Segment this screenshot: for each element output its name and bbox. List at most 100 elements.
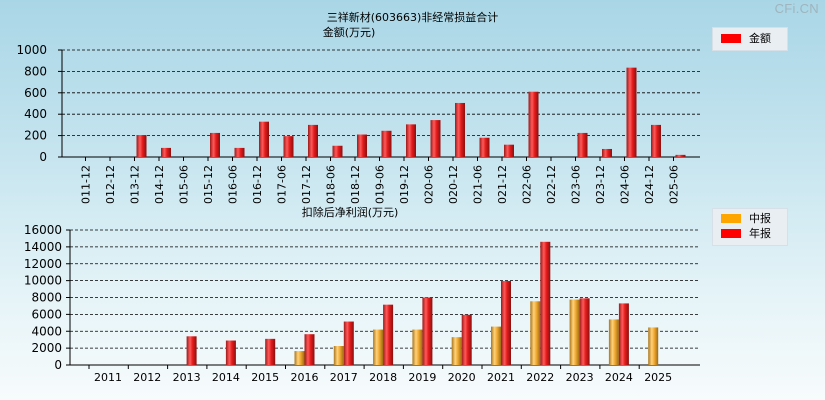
legend-swatch-interim (721, 214, 741, 223)
chart2-bar-interim (608, 319, 619, 365)
chart2-bar-annual (501, 281, 511, 365)
chart2-ytick-label: 14000 (24, 240, 62, 254)
chart2-xtick-label: 2020 (448, 371, 476, 384)
chart2-bar-interim (294, 351, 305, 365)
chart2-xtick-label: 2021 (487, 371, 515, 384)
chart1-xtick-label: 2021-12 (496, 165, 509, 205)
chart2-bar-annual (422, 297, 433, 365)
chart1-xtick-label: 2015-06 (178, 165, 191, 205)
chart1-bar (210, 132, 220, 157)
chart1-bar (161, 147, 171, 157)
chart1-bar (651, 124, 661, 157)
chart2-xtick-label: 2018 (369, 371, 397, 384)
chart1-ytick-label: 800 (24, 64, 47, 78)
chart2-bar-interim (412, 329, 423, 365)
chart2-bar-annual (461, 314, 472, 365)
chart1-bar (332, 145, 343, 157)
chart1-bar (675, 154, 686, 157)
chart2-bar-interim (491, 326, 501, 365)
chart1-xtick-label: 2019-12 (398, 165, 411, 205)
chart1-xtick-label: 2020-06 (423, 165, 436, 205)
chart2-xtick-label: 2022 (526, 371, 554, 384)
chart1-bar (577, 132, 588, 157)
chart1-legend: 金额 (712, 27, 788, 51)
chart2-ytick-label: 10000 (24, 274, 62, 288)
chart2-ytick-label: 12000 (24, 257, 62, 271)
chart1-ylabel: 金额(万元) (323, 25, 376, 39)
chart2-bar-annual (304, 334, 315, 365)
chart2-bar-annual (383, 304, 394, 365)
chart1-xtick-label: 2023-12 (594, 165, 607, 205)
chart1-xtick-label: 2013-12 (129, 165, 142, 205)
chart1-xtick-label: 2022-12 (545, 165, 558, 205)
chart2-xtick-label: 2011 (94, 371, 122, 384)
chart1-xtick-label: 2017-06 (276, 165, 289, 205)
legend-label-annual: 年报 (749, 227, 771, 240)
chart1-bar (381, 130, 392, 157)
chart1-bar (455, 102, 465, 157)
chart2-ytick-label: 2000 (31, 341, 62, 355)
chart2-bar-interim (333, 346, 344, 365)
chart1-xtick-label: 2014-12 (153, 165, 166, 205)
chart1-bar (136, 135, 147, 157)
chart2-xtick-label: 2024 (605, 371, 633, 384)
chart1-xtick-label: 2012-12 (104, 165, 117, 205)
chart2-bar-annual (265, 338, 276, 365)
chart2-xtick-label: 2013 (173, 371, 201, 384)
chart1-bar (528, 91, 539, 157)
chart2-bar-interim (569, 299, 580, 365)
chart1-xtick-label: 2011-12 (80, 165, 93, 205)
legend-label-interim: 中报 (749, 212, 771, 225)
chart1-xtick-label: 2016-06 (227, 165, 240, 205)
chart1-bar (406, 124, 416, 157)
chart2: 扣除后净利润(万元) 0 2000 4000 6000 8000 10000 12000 140… (24, 205, 700, 384)
chart2-xtick-label: 2023 (566, 371, 594, 384)
chart1-bar (479, 137, 490, 157)
chart1-xtick-label: 2024-12 (643, 165, 656, 205)
chart1-ytick-label: 600 (24, 86, 47, 100)
chart2-bar-interim (648, 327, 659, 365)
chart1-xtick-label: 2021-06 (472, 165, 485, 205)
chart1: 金额(万元) 0 200 400 600 800 1000 2011-12 2012-12 201… (16, 25, 700, 205)
chart2-ytick-label: 0 (54, 358, 62, 372)
chart1-bar (626, 67, 637, 157)
legend-label-amount: 金额 (749, 32, 771, 45)
chart1-bar (283, 136, 294, 157)
chart2-bar-annual (186, 336, 197, 365)
chart1-ytick-label: 400 (24, 107, 47, 121)
chart1-xtick-label: 2017-12 (300, 165, 313, 205)
chart2-legend: 中报 年报 (712, 208, 788, 246)
chart2-bar-annual (225, 340, 236, 365)
chart1-xtick-label: 2024-06 (619, 165, 632, 205)
chart1-bar (430, 120, 441, 157)
chart1-xtick-label: 2019-06 (374, 165, 387, 205)
chart1-xtick-label: 2016-12 (251, 165, 264, 205)
chart2-ytick-label: 4000 (31, 324, 62, 338)
chart2-bar-interim (530, 301, 541, 365)
chart1-title: 三祥新材(603663)非经常损益合计 (326, 11, 499, 24)
chart2-xtick-label: 2014 (212, 371, 240, 384)
chart1-xtick-label: 2025-06 (668, 165, 681, 205)
chart1-ytick-label: 0 (39, 150, 47, 164)
chart1-bar (234, 147, 245, 157)
chart1-ytick-label: 1000 (16, 43, 47, 57)
chart2-bar-annual (618, 303, 629, 365)
chart1-xtick-label: 2023-06 (570, 165, 583, 205)
chart2-bar-interim (373, 329, 384, 365)
chart1-bar (602, 148, 612, 157)
chart1-bar (504, 144, 514, 157)
chart1-xtick-label: 2018-06 (325, 165, 338, 205)
chart1-xtick-label: 2018-12 (349, 165, 362, 205)
chart2-ytick-label: 6000 (31, 307, 62, 321)
chart2-xtick-label: 2025 (644, 371, 672, 384)
chart1-xtick-label: 2020-12 (447, 165, 460, 205)
legend-swatch-annual (721, 229, 741, 238)
chart2-xtick-label: 2012 (133, 371, 161, 384)
chart1-ytick-label: 200 (24, 129, 47, 143)
chart1-bar (357, 134, 367, 157)
chart2-xtick-label: 2015 (251, 371, 279, 384)
chart2-xtick-label: 2016 (291, 371, 319, 384)
chart2-xtick-label: 2019 (408, 371, 436, 384)
watermark: CFi.CN (774, 1, 819, 16)
chart2-ytick-label: 16000 (24, 223, 62, 237)
